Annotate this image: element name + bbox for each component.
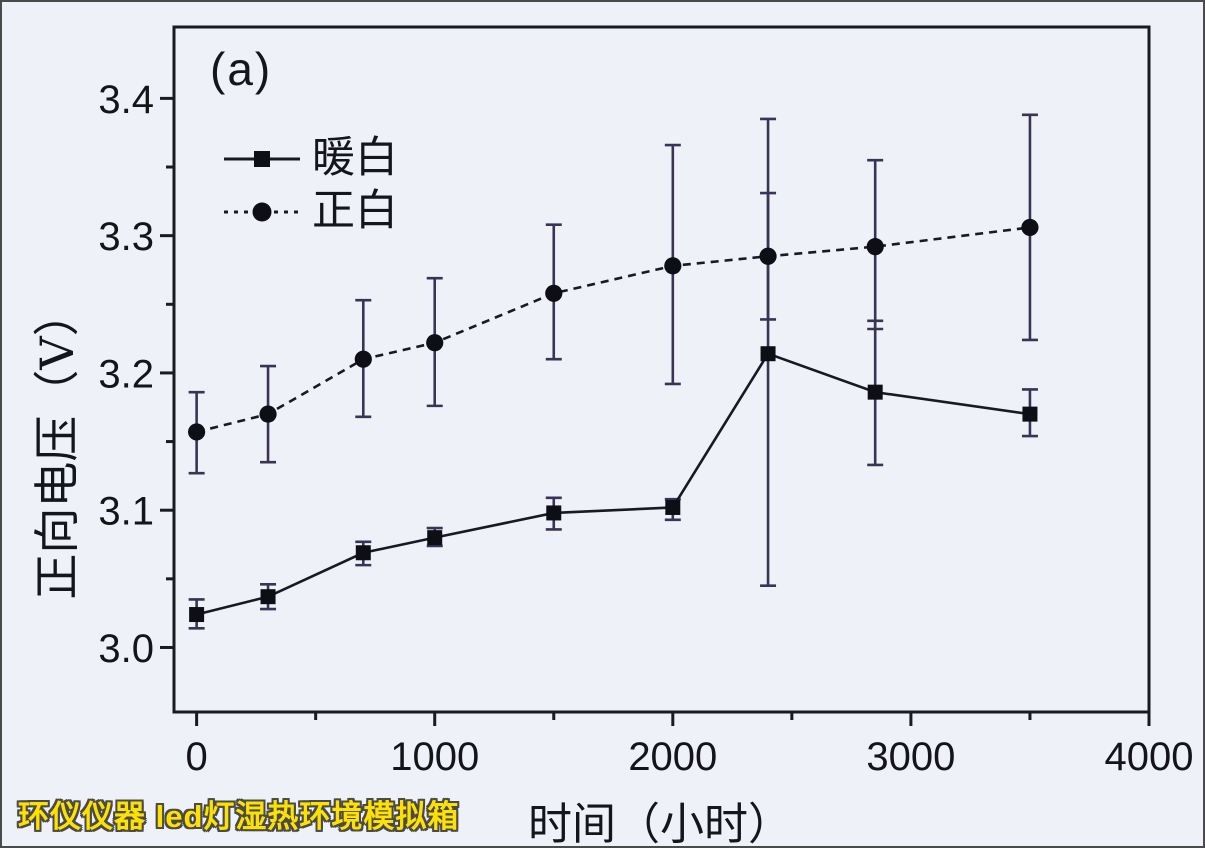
x-tick-label: 0 <box>185 735 207 779</box>
x-axis-title: 时间（小时） <box>528 799 792 848</box>
legend: 暖白 正白 <box>224 132 398 238</box>
square-marker <box>355 545 371 561</box>
plot-frame <box>172 25 1151 714</box>
legend-circle-sample-icon <box>224 202 300 221</box>
square-marker <box>546 505 562 521</box>
circle-marker <box>426 334 444 352</box>
square-marker <box>260 589 276 605</box>
circle-marker <box>1021 218 1039 237</box>
y-tick-label: 3.2 <box>98 352 154 396</box>
series-line-dashed <box>196 226 1031 434</box>
watermark-text: 环仪仪器 led灯湿热环境模拟箱 <box>18 799 460 834</box>
x-tick-label: 4000 <box>1105 735 1194 779</box>
square-marker <box>665 499 681 515</box>
x-tick-label: 3000 <box>866 735 955 779</box>
circle-marker <box>354 350 372 368</box>
panel-label: (a) <box>210 43 273 95</box>
x-tick-label: 2000 <box>628 735 717 779</box>
legend-item-0: 暖白 <box>224 132 398 185</box>
series-暖白 <box>188 191 1038 630</box>
circle-marker <box>866 238 884 256</box>
square-marker <box>867 384 883 400</box>
series-正白 <box>188 113 1039 475</box>
circle-marker <box>259 405 277 423</box>
legend-item-1: 正白 <box>224 185 398 238</box>
legend-square-sample-icon <box>224 150 300 167</box>
x-tick-label: 1000 <box>390 735 479 779</box>
y-tick-label: 3.0 <box>98 627 154 671</box>
square-marker <box>760 346 776 362</box>
circle-marker <box>188 423 206 441</box>
square-marker <box>427 530 443 546</box>
y-tick-label: 3.4 <box>98 78 154 122</box>
y-axis-title: 正向电压（V） <box>30 290 84 600</box>
series-line-solid <box>196 352 1031 616</box>
circle-marker <box>664 257 682 275</box>
square-marker <box>189 607 205 623</box>
y-tick-label: 3.1 <box>98 490 154 534</box>
circle-marker <box>759 247 777 265</box>
legend-label: 正白 <box>312 186 398 236</box>
circle-marker <box>545 284 563 302</box>
legend-label: 暖白 <box>312 133 398 183</box>
square-marker <box>1022 406 1038 422</box>
y-tick-label: 3.3 <box>98 215 154 259</box>
